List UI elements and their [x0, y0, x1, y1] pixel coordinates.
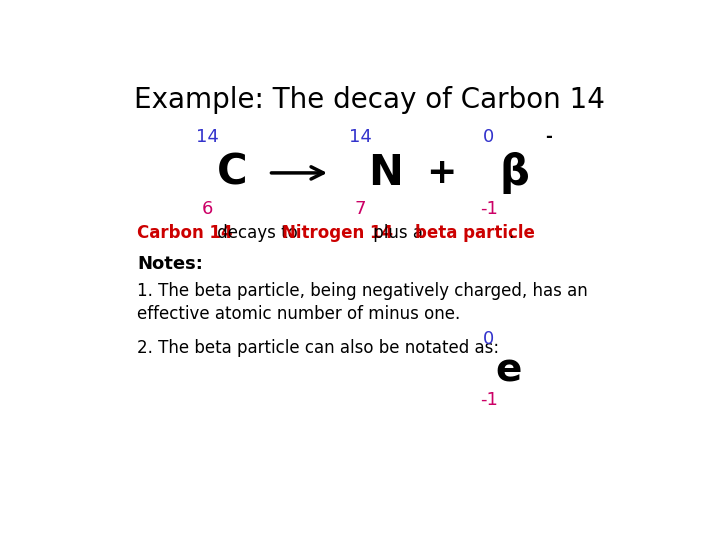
Text: Example: The decay of Carbon 14: Example: The decay of Carbon 14	[134, 85, 604, 113]
Text: 14: 14	[349, 128, 372, 146]
Text: 14: 14	[196, 128, 219, 146]
Text: -1: -1	[480, 391, 498, 409]
Text: +: +	[426, 156, 456, 190]
Text: 1. The beta particle, being negatively charged, has an: 1. The beta particle, being negatively c…	[138, 282, 588, 300]
Text: Carbon 14: Carbon 14	[138, 224, 233, 242]
Text: 0: 0	[483, 128, 495, 146]
Text: 7: 7	[355, 200, 366, 218]
Text: -1: -1	[480, 200, 498, 218]
Text: 2. The beta particle can also be notated as:: 2. The beta particle can also be notated…	[138, 339, 500, 356]
Text: plus a: plus a	[368, 224, 428, 242]
Text: β: β	[499, 152, 529, 194]
Text: 6: 6	[202, 200, 213, 218]
Text: Nitrogen 14: Nitrogen 14	[282, 224, 393, 242]
Text: decays to: decays to	[212, 224, 302, 242]
Text: C: C	[217, 152, 248, 194]
Text: effective atomic number of minus one.: effective atomic number of minus one.	[138, 305, 461, 323]
Text: beta particle: beta particle	[415, 224, 535, 242]
Text: -: -	[545, 128, 552, 146]
Text: Notes:: Notes:	[138, 255, 203, 273]
Text: 0: 0	[483, 329, 495, 348]
Text: .: .	[508, 224, 513, 242]
Text: N: N	[369, 152, 403, 194]
Text: e: e	[495, 352, 522, 389]
